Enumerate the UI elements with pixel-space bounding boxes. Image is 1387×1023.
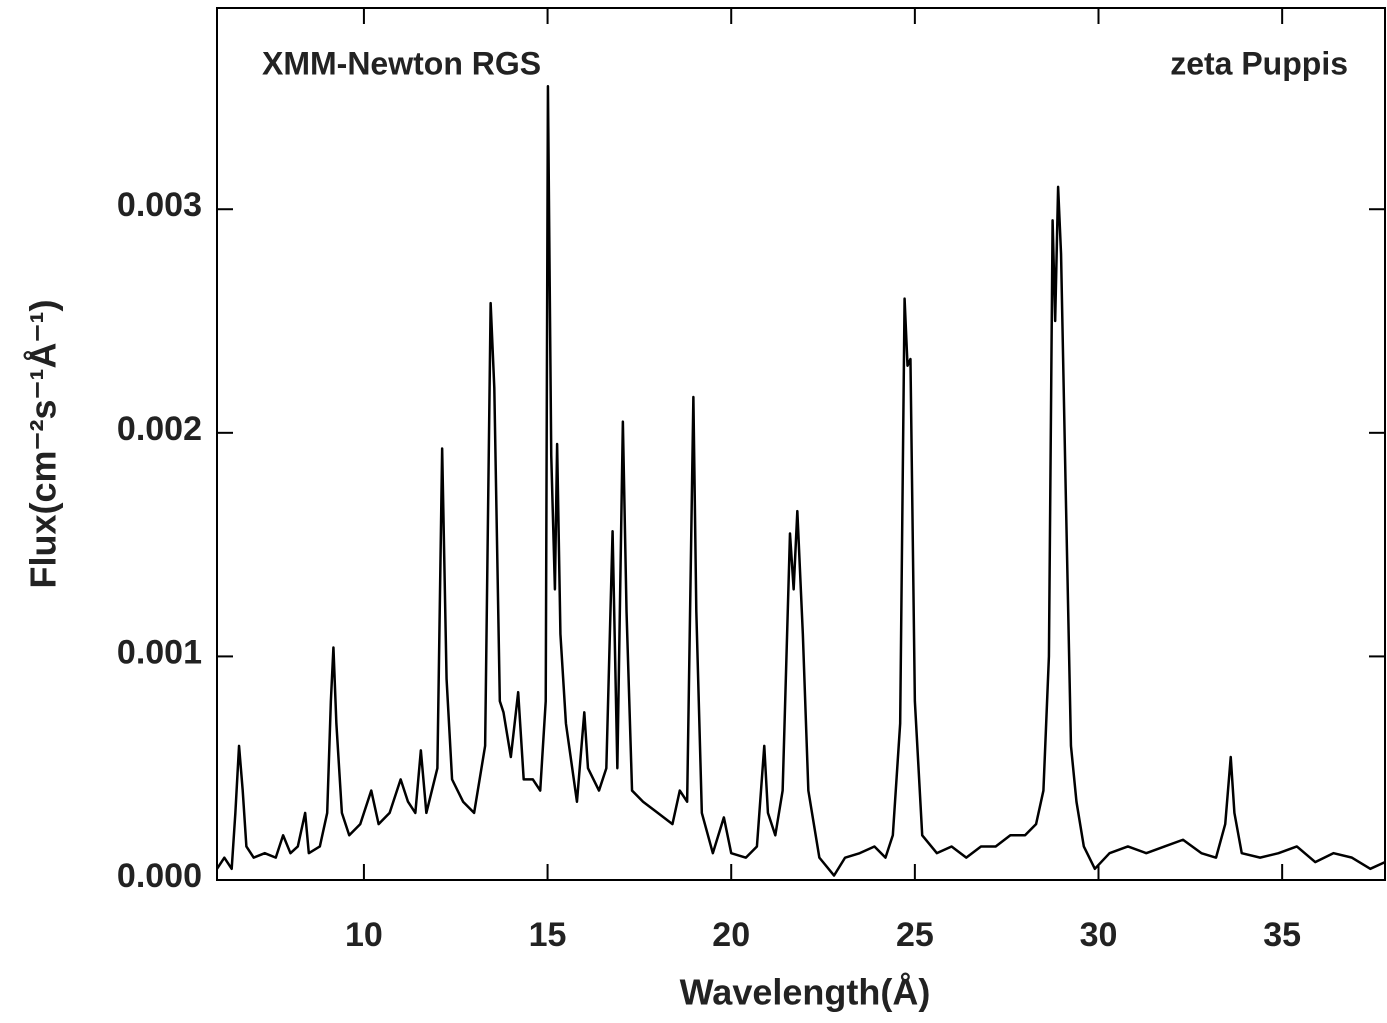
x-tick-label: 15 <box>529 916 567 954</box>
x-tick-label: 20 <box>712 916 750 954</box>
plot-frame <box>216 7 1386 881</box>
x-tick-label: 30 <box>1080 916 1118 954</box>
y-tick-label: 0.000 <box>117 857 202 895</box>
y-tick-label: 0.003 <box>117 186 202 224</box>
x-tick-label: 35 <box>1263 916 1301 954</box>
x-axis-label: Wavelength(Å) <box>680 972 931 1013</box>
y-tick-label: 0.001 <box>117 633 202 671</box>
spectrum-line <box>215 85 1386 877</box>
annotation: XMM-Newton RGS <box>262 45 541 81</box>
annotation: zeta Puppis <box>1170 45 1348 81</box>
y-axis-label: Flux(cm⁻²s⁻¹Å⁻¹) <box>23 299 64 588</box>
y-tick-label: 0.002 <box>117 410 202 448</box>
x-tick-label: 25 <box>896 916 934 954</box>
x-tick-label: 10 <box>345 916 383 954</box>
